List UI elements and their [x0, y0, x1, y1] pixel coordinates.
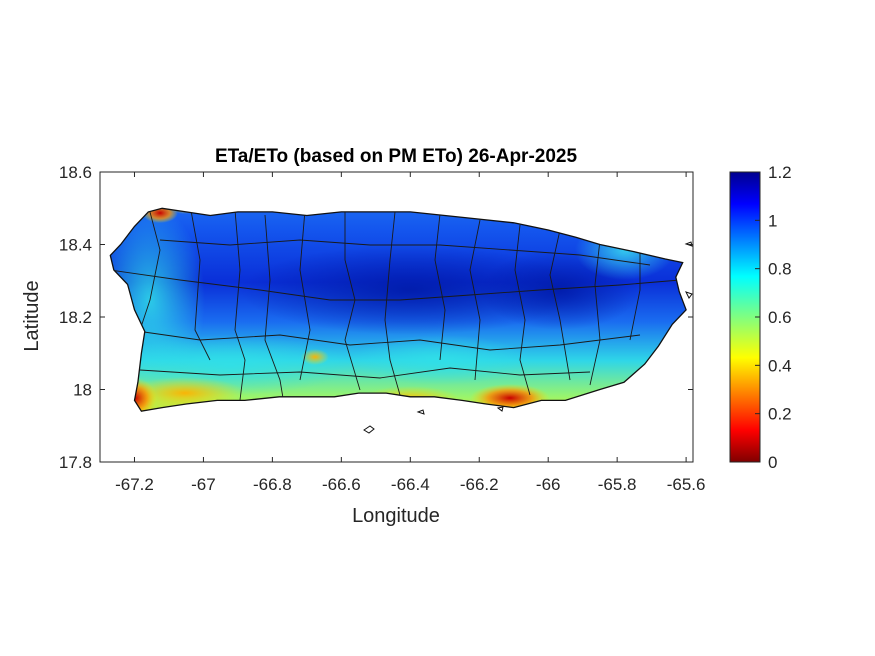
- south-islets: [416, 406, 504, 415]
- x-tick-label: -66: [536, 475, 561, 494]
- colorbar-tick-label: 1: [768, 211, 777, 230]
- y-tick-label: 18.6: [59, 163, 92, 182]
- colorbar-tick-label: 0: [768, 453, 777, 472]
- x-tick-label: -67: [191, 475, 216, 494]
- y-tick-label: 18.4: [59, 236, 92, 255]
- municipal-boundaries: [110, 208, 681, 411]
- colorbar-tick-label: 0.2: [768, 405, 792, 424]
- y-axis-label: Latitude: [21, 280, 43, 351]
- caja-de-muertos-island: [363, 425, 375, 434]
- x-tick-label: -66.8: [253, 475, 292, 494]
- x-tick-label: -66.6: [322, 475, 361, 494]
- colorbar-ticks: 1.2 1 0.8 0.6 0.4 0.2 0: [755, 163, 792, 472]
- x-axis-label: Longitude: [352, 505, 440, 527]
- y-axis: 18.6 18.4 18.2 18 17.8: [59, 163, 693, 472]
- x-tick-label: -65.8: [598, 475, 637, 494]
- x-tick-label: -65.6: [667, 475, 706, 494]
- colorbar-tick-label: 0.6: [768, 308, 792, 327]
- chart-title: ETa/ETo (based on PM ETo) 26-Apr-2025: [215, 146, 578, 167]
- x-axis: -67.2 -67 -66.8 -66.6 -66.4 -66.2 -66 -65.8 -65.…: [115, 172, 705, 494]
- x-tick-label: -66.4: [391, 475, 430, 494]
- x-tick-label: -67.2: [115, 475, 154, 494]
- colorbar-tick-label: 0.8: [768, 260, 792, 279]
- colorbar-tick-label: 0.4: [768, 356, 792, 375]
- coastline: [109, 207, 687, 412]
- y-tick-label: 18: [73, 381, 92, 400]
- y-tick-label: 18.2: [59, 308, 92, 327]
- y-tick-label: 17.8: [59, 453, 92, 472]
- x-tick-label: -66.2: [460, 475, 499, 494]
- colorbar-tick-label: 1.2: [768, 163, 792, 182]
